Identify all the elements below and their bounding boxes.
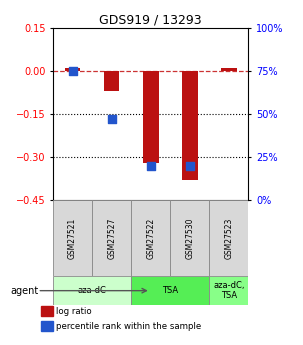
Text: aza-dC,
TSA: aza-dC, TSA	[213, 281, 245, 300]
Text: agent: agent	[11, 286, 39, 296]
Point	[148, 163, 153, 168]
Text: log ratio: log ratio	[56, 307, 91, 316]
Point	[70, 68, 75, 73]
Bar	[209, 276, 248, 305]
Text: GSM27527: GSM27527	[107, 217, 116, 259]
Bar	[170, 200, 209, 276]
Title: GDS919 / 13293: GDS919 / 13293	[99, 13, 202, 27]
Text: percentile rank within the sample: percentile rank within the sample	[56, 322, 201, 331]
Text: GSM27522: GSM27522	[146, 217, 155, 259]
Bar	[41, 321, 53, 331]
Text: GSM27530: GSM27530	[185, 217, 194, 259]
Bar	[53, 276, 131, 305]
Bar	[131, 200, 170, 276]
Bar	[53, 200, 92, 276]
Bar	[65, 68, 80, 71]
Text: GSM27521: GSM27521	[68, 217, 77, 259]
Text: aza-dC: aza-dC	[78, 286, 107, 295]
Bar	[143, 71, 158, 163]
Bar	[221, 68, 237, 71]
Point	[109, 116, 114, 122]
Text: GSM27523: GSM27523	[225, 217, 233, 259]
Bar	[131, 276, 209, 305]
Text: TSA: TSA	[162, 286, 178, 295]
Bar	[41, 306, 53, 316]
Bar	[209, 200, 248, 276]
Bar	[92, 200, 131, 276]
Point	[187, 163, 192, 168]
Bar	[104, 71, 119, 91]
Bar	[182, 71, 198, 180]
